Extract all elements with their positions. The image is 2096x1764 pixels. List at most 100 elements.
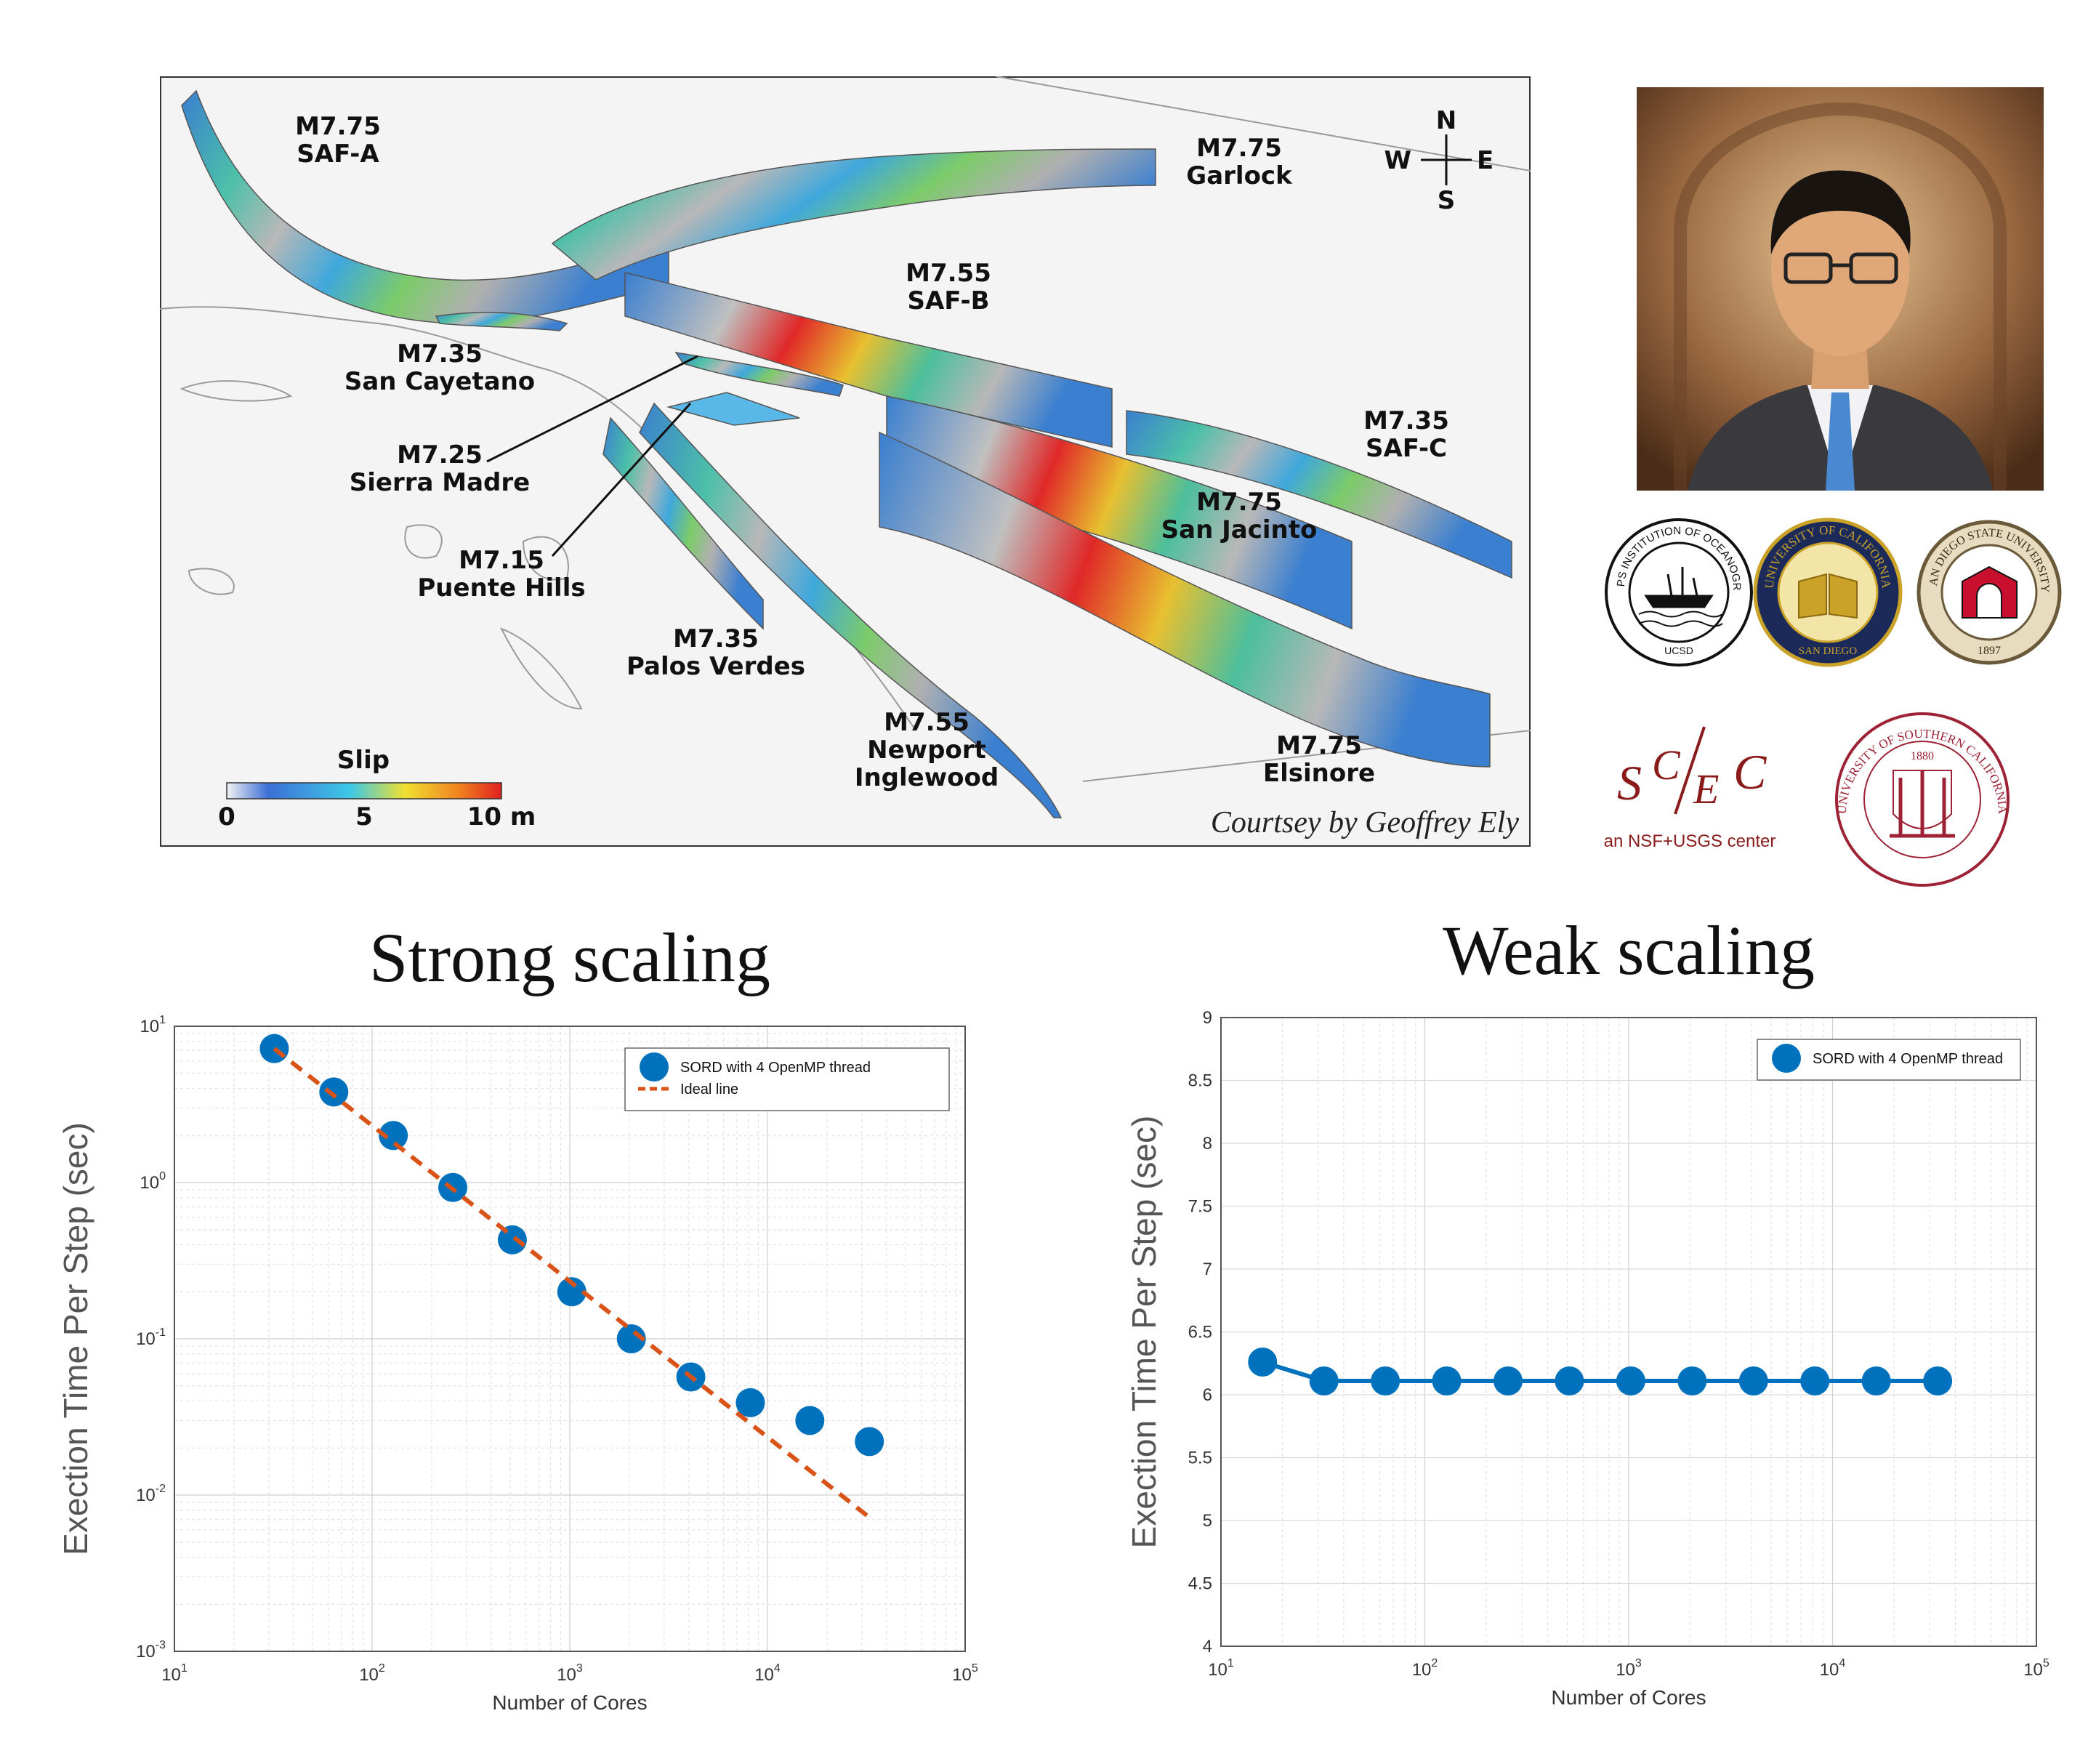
label-puente-hills-mag: M7.15 (459, 546, 544, 575)
x-tick-label: 105 (952, 1662, 978, 1685)
data-point (1861, 1366, 1891, 1396)
scec-wordmark-s: S (1617, 755, 1642, 810)
label-san-cayetano-mag: M7.35 (397, 339, 483, 368)
label-san-cayetano-name: San Cayetano (344, 367, 535, 396)
data-point (557, 1277, 587, 1307)
label-saf-a-name: SAF-A (297, 140, 379, 169)
strong-scaling-chart: Strong scaling 101 102 103 104 105 10-3 10-2 10-… (57, 919, 978, 1714)
portrait-glasses (1783, 252, 1898, 284)
torch-icon (1890, 770, 1955, 838)
compass-s: S (1438, 186, 1456, 215)
fault-palos-verdes (602, 416, 764, 630)
fault-elsinore (879, 431, 1491, 768)
data-point (1309, 1366, 1339, 1396)
y-tick-label: 10-1 (136, 1326, 166, 1349)
x-tick-label: 105 (2023, 1657, 2049, 1680)
x-tick-label: 102 (1412, 1657, 1438, 1680)
x-tick-label: 102 (359, 1662, 385, 1685)
scec-wordmark-c2: C (1733, 744, 1767, 800)
ship-icon (1644, 567, 1714, 608)
y-tick-label: 7.5 (1188, 1197, 1212, 1217)
label-newport-mag: M7.55 (884, 708, 970, 737)
scripps-logo: SCRIPPS INSTITUTION OF OCEANOGRAPHY UCSD (1595, 509, 1753, 666)
data-point (1555, 1366, 1584, 1396)
label-palos-verdes-mag: M7.35 (673, 624, 759, 653)
book-icon (1798, 573, 1858, 619)
island (522, 536, 569, 581)
fault-newport-inglewood (639, 402, 1063, 818)
island (404, 524, 443, 559)
compass-n: N (1436, 106, 1456, 135)
label-san-jacinto-name: San Jacinto (1161, 515, 1318, 544)
y-tick-label: 5 (1203, 1511, 1212, 1531)
label-puente-hills-name: Puente Hills (417, 573, 585, 603)
chart-title: Weak scaling (1443, 916, 1815, 989)
fault-saf-c (1126, 410, 1512, 579)
sdsu-year: 1897 (1978, 645, 2001, 657)
colorbar-gradient (226, 782, 502, 800)
label-saf-c-name: SAF-C (1366, 434, 1447, 463)
y-tick-label: 101 (140, 1014, 166, 1036)
axes-box (174, 1026, 966, 1652)
data-point (1432, 1366, 1462, 1396)
ideal-line (273, 1047, 871, 1520)
compass-e: E (1477, 146, 1494, 175)
fault-puente-hills (666, 392, 800, 426)
grid (1220, 1017, 2036, 1647)
label-sierra-madre-mag: M7.25 (397, 440, 483, 470)
label-garlock-name: Garlock (1186, 161, 1293, 190)
data-point (855, 1427, 884, 1457)
x-tick-label: 101 (1208, 1657, 1234, 1680)
colorbar-tick-5: 5 (355, 802, 373, 831)
scec-caption: an NSF+USGS center (1604, 831, 1776, 851)
fault-garlock (551, 148, 1156, 281)
label-inglewood-name: Inglewood (855, 763, 999, 792)
ucsd-sub: SAN DIEGO (1799, 645, 1858, 657)
series-0 (1248, 1348, 1953, 1396)
portrait-hair (1770, 170, 1911, 254)
legend-label: SORD with 4 OpenMP thread (680, 1060, 871, 1076)
data-point (1371, 1366, 1400, 1396)
island (499, 627, 583, 710)
colorbar-tick-10: 10 m (467, 802, 536, 831)
island (188, 568, 235, 595)
scec-wordmark-c1: C (1652, 741, 1681, 789)
y-tick-label: 6 (1203, 1385, 1212, 1405)
label-elsinore-mag: M7.75 (1276, 731, 1362, 760)
label-saf-b-name: SAF-B (907, 286, 989, 315)
scripps-sub: UCSD (1664, 645, 1693, 656)
x-tick-label: 104 (754, 1662, 781, 1685)
x-tick-label: 104 (1820, 1657, 1846, 1680)
slip-colorbar: Slip 0 5 10 m (218, 746, 536, 831)
legend: SORD with 4 OpenMP thread (1757, 1039, 2021, 1081)
data-point (1677, 1366, 1707, 1396)
compass-w: W (1384, 146, 1411, 175)
ucsd-logo: UNIVERSITY OF CALIFORNIA SAN DIEGO (1753, 517, 1903, 667)
fault-sierra-madre (674, 351, 844, 397)
data-point (1738, 1366, 1768, 1396)
leader-puente-hills (551, 402, 692, 557)
label-garlock-mag: M7.75 (1196, 134, 1282, 163)
data-point (795, 1406, 825, 1435)
y-axis-label: Exection Time Per Step (sec) (1125, 1116, 1163, 1549)
y-tick-label: 7 (1203, 1260, 1212, 1279)
waves-icon (1638, 611, 1723, 627)
data-point (259, 1034, 289, 1063)
label-saf-b-mag: M7.55 (906, 259, 991, 288)
fault-slip-map: M7.75 SAF-A M7.75 Garlock M7.55 SAF-B M7… (160, 76, 1531, 847)
data-point (1248, 1348, 1278, 1377)
x-tick-label: 103 (557, 1662, 583, 1685)
label-sierra-madre-name: Sierra Madre (350, 468, 530, 497)
map-credit: Courtsey by Geoffrey Ely (1211, 806, 1520, 839)
y-tick-label: 6.5 (1188, 1323, 1212, 1342)
label-palos-verdes-name: Palos Verdes (626, 652, 805, 681)
chart-title: Strong scaling (369, 919, 770, 996)
y-tick-label: 8 (1203, 1134, 1212, 1153)
y-tick-label: 10-2 (136, 1483, 166, 1505)
data-point (1923, 1366, 1953, 1396)
scec-wordmark-e: E (1693, 765, 1719, 813)
legend-label: Ideal line (680, 1082, 738, 1098)
label-san-jacinto-mag: M7.75 (1196, 488, 1282, 517)
legend-label: SORD with 4 OpenMP thread (1813, 1051, 2003, 1067)
legend-swatch-marker (640, 1052, 669, 1082)
